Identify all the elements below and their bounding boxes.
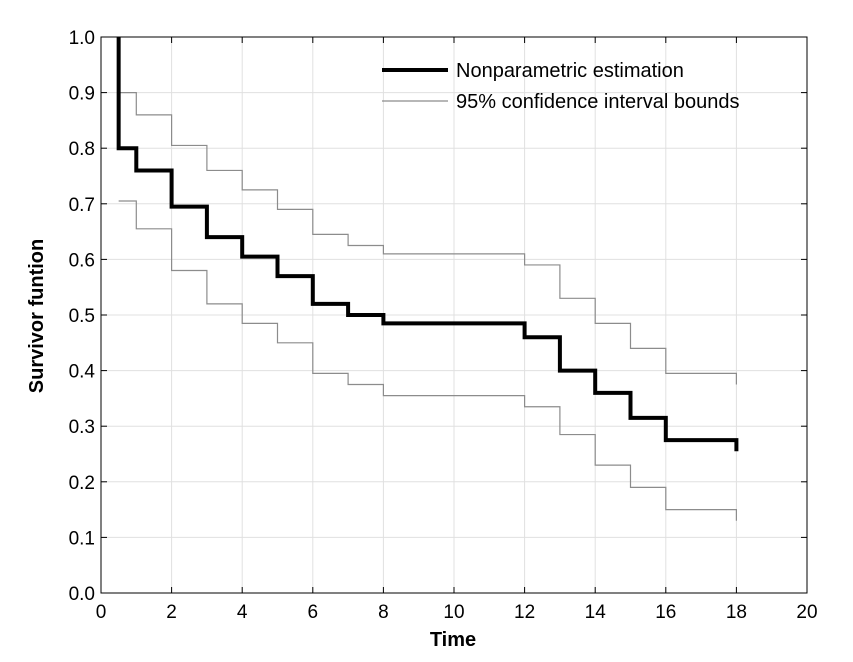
series-lines: [116, 37, 739, 521]
x-tick-label: 6: [308, 602, 319, 623]
x-axis-label: Time: [430, 629, 476, 651]
upper-ci-step-line: [118, 92, 737, 385]
x-tick-label: 12: [514, 602, 535, 623]
y-tick-label: 0.2: [69, 473, 95, 494]
lower-ci-step-line: [118, 200, 737, 521]
y-tick-labels: 0.0 0.1 0.2 0.3 0.4 0.5 0.6 0.7 0.8 0.9 1.0: [69, 28, 96, 605]
y-tick-label: 0.1: [69, 528, 95, 549]
legend-label-ci: 95% confidence interval bounds: [456, 91, 740, 113]
x-tick-labels: 0 2 4 6 8 10 12 14 16 18 20: [96, 602, 818, 623]
x-tick-label: 14: [585, 602, 607, 623]
x-tick-label: 10: [443, 602, 464, 623]
y-tick-label: 0.3: [69, 417, 95, 438]
legend-label-estimate: Nonparametric estimation: [456, 60, 684, 82]
y-tick-label: 1.0: [69, 28, 95, 49]
y-axis-label: Survivor funtion: [26, 239, 48, 393]
y-tick-label: 0.5: [69, 306, 95, 327]
x-tick-label: 0: [96, 602, 107, 623]
y-tick-label: 0.0: [69, 584, 95, 605]
axis-ticks: [100, 36, 808, 594]
y-tick-label: 0.9: [69, 84, 95, 105]
x-tick-label: 8: [378, 602, 389, 623]
y-tick-label: 0.7: [69, 195, 95, 216]
x-tick-label: 16: [655, 602, 676, 623]
x-tick-label: 18: [726, 602, 747, 623]
estimate-step-line: [116, 37, 739, 452]
y-tick-label: 0.8: [69, 139, 95, 160]
legend: Nonparametric estimation 95% confidence …: [382, 60, 740, 113]
y-tick-label: 0.6: [69, 250, 95, 271]
x-tick-label: 4: [237, 602, 248, 623]
x-tick-label: 2: [166, 602, 177, 623]
y-tick-label: 0.4: [69, 362, 96, 383]
x-tick-label: 20: [796, 602, 817, 623]
